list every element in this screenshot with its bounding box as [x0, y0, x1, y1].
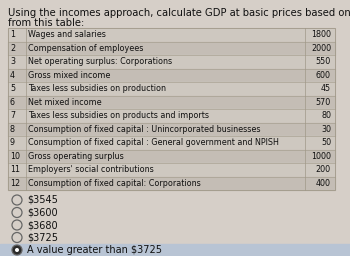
Bar — [8, 82, 335, 95]
Text: 6: 6 — [10, 98, 15, 107]
Bar — [8, 150, 335, 163]
Text: 550: 550 — [316, 57, 331, 66]
Text: 200: 200 — [316, 165, 331, 174]
Text: from this table:: from this table: — [8, 18, 84, 28]
Text: 400: 400 — [316, 179, 331, 188]
Bar — [8, 28, 335, 190]
Text: 1000: 1000 — [311, 152, 331, 161]
Text: Employers' social contributions: Employers' social contributions — [28, 165, 154, 174]
Bar — [8, 28, 335, 41]
Text: 570: 570 — [316, 98, 331, 107]
Bar — [8, 41, 335, 55]
Circle shape — [15, 248, 19, 252]
Text: 11: 11 — [10, 165, 20, 174]
Text: 9: 9 — [10, 138, 15, 147]
Text: 10: 10 — [10, 152, 20, 161]
Text: Net operating surplus: Corporations: Net operating surplus: Corporations — [28, 57, 172, 66]
Text: 50: 50 — [321, 138, 331, 147]
Text: Gross mixed income: Gross mixed income — [28, 71, 110, 80]
Text: 1800: 1800 — [311, 30, 331, 39]
Text: Consumption of fixed capital : Unincorporated businesses: Consumption of fixed capital : Unincorpo… — [28, 125, 260, 134]
Bar — [8, 69, 335, 82]
Bar — [8, 136, 335, 150]
Text: 3: 3 — [10, 57, 15, 66]
Text: Consumption of fixed capital : General government and NPISH: Consumption of fixed capital : General g… — [28, 138, 279, 147]
Text: Compensation of employees: Compensation of employees — [28, 44, 144, 53]
Text: 4: 4 — [10, 71, 15, 80]
Circle shape — [12, 245, 22, 255]
Bar — [8, 123, 335, 136]
Text: $3725: $3725 — [27, 232, 58, 242]
Text: Net mixed income: Net mixed income — [28, 98, 101, 107]
Text: Wages and salaries: Wages and salaries — [28, 30, 106, 39]
Text: $3545: $3545 — [27, 195, 58, 205]
Text: Taxes less subsidies on production: Taxes less subsidies on production — [28, 84, 166, 93]
Text: 2000: 2000 — [311, 44, 331, 53]
Text: 8: 8 — [10, 125, 15, 134]
Text: 80: 80 — [321, 111, 331, 120]
Text: $3600: $3600 — [27, 208, 58, 218]
Text: 30: 30 — [321, 125, 331, 134]
Text: A value greater than $3725: A value greater than $3725 — [27, 245, 162, 255]
Bar — [8, 163, 335, 176]
Text: Taxes less subsidies on products and imports: Taxes less subsidies on products and imp… — [28, 111, 209, 120]
Text: 2: 2 — [10, 44, 15, 53]
Text: 7: 7 — [10, 111, 15, 120]
Text: 1: 1 — [10, 30, 15, 39]
Text: 45: 45 — [321, 84, 331, 93]
Bar — [8, 176, 335, 190]
Text: Gross operating surplus: Gross operating surplus — [28, 152, 124, 161]
Bar — [8, 109, 335, 123]
Text: 600: 600 — [316, 71, 331, 80]
Text: 5: 5 — [10, 84, 15, 93]
Text: $3680: $3680 — [27, 220, 58, 230]
Text: Using the incomes approach, calculate GDP at basic prices based on the numbers: Using the incomes approach, calculate GD… — [8, 8, 350, 18]
Text: Consumption of fixed capital: Corporations: Consumption of fixed capital: Corporatio… — [28, 179, 201, 188]
Bar — [8, 95, 335, 109]
Bar — [8, 55, 335, 69]
Bar — [0, 244, 350, 256]
Text: 12: 12 — [10, 179, 20, 188]
